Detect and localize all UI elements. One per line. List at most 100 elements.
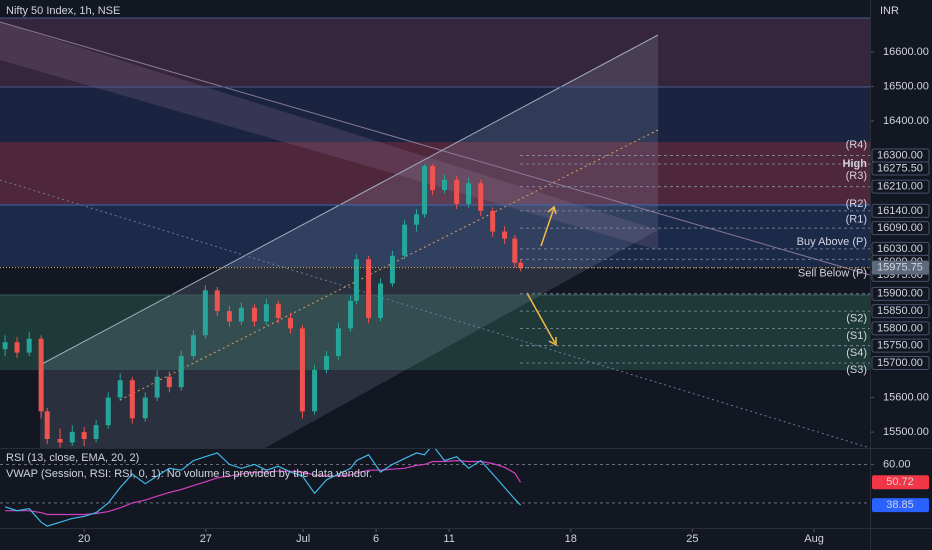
candle-body [226,311,232,322]
arrow-down [526,292,556,344]
candle-body [57,439,63,443]
price-tag-label: 15750.00 [877,340,923,352]
candle-body [166,376,172,388]
arrow-up [540,207,555,247]
candle-body [323,356,329,370]
zone [0,87,870,142]
last-price-label: 15975.75 [877,262,923,274]
candle-body [93,425,99,440]
level-name: (S2) [846,313,867,325]
candle-body [490,210,496,232]
candle-body [117,380,123,398]
price-tag [871,286,930,301]
candle-body [518,262,524,268]
candle-body [275,304,281,319]
trend-line [0,179,870,448]
level-name: High [843,158,868,170]
level-name: Sell Below (P) [798,268,867,280]
price-tag [871,203,930,218]
candle-body [44,411,50,440]
candle-body [353,259,359,301]
level-name: (S3) [846,364,867,376]
candle-body [348,300,354,329]
candle-body [512,238,518,263]
price-tag [871,321,930,336]
currency: INR [880,5,899,17]
candle-body [178,356,184,388]
zone [0,205,870,267]
zone [0,18,870,87]
price-pane: (R4) High(R3) (R2) (R1) Buy Above (P) Sell Be… [0,139,870,448]
price-tag [871,161,930,176]
candle-body [105,397,111,426]
candle-body [502,231,508,239]
candle-body [69,432,75,443]
rsi-tag-label: 38.85 [886,499,914,511]
arrow-head [548,337,557,347]
zone [0,295,870,370]
candle-body [441,179,447,191]
price-tag [871,355,930,370]
candle-body [422,165,428,215]
axes: 16600.00 16500.00 16400.00 15600.00 15500.00… [78,46,930,545]
last-price-tag [872,260,929,275]
price-tag [871,338,930,353]
channel-line [0,21,870,276]
price-tag-label: 16140.00 [877,205,923,217]
level-name: (R3) [846,170,867,182]
level-name: (R1) [846,213,867,225]
x-tick-label: 18 [565,533,577,545]
x-tick-label: Aug [804,533,824,545]
level-name: (S4) [846,347,867,359]
rsi-line [4,449,522,527]
y-tick-label: 15600.00 [883,391,929,403]
price-tag [871,304,930,319]
candle-body [389,255,395,284]
candle-body [190,335,196,357]
x-tick-label: 20 [78,533,90,545]
candle-body [26,338,32,353]
price-tag-label: 16275.50 [877,162,923,174]
y-tick-label: 16500.00 [883,80,929,92]
price-tag-label: 15900.00 [877,288,923,300]
level-name: (R2) [846,198,867,210]
candle-body [430,165,436,191]
candle-body [214,290,220,312]
y-tick-label: 16400.00 [883,115,929,127]
candle-body [251,307,257,322]
candle-body [414,214,420,225]
price-tag-label: 16210.00 [877,181,923,193]
candle-body [129,380,135,419]
channel-line [39,34,659,366]
candle-body [154,376,160,398]
candle-body [378,283,384,319]
rsi-tag [872,498,929,513]
candle-body [202,290,208,336]
y-tick-label: 16600.00 [883,46,929,58]
x-tick-label: 6 [373,533,379,545]
candle-body [312,369,318,412]
x-tick-label: Jul [296,533,310,545]
vwap-note: VWAP (Session, RSI: RSI, 0, 1): No volum… [6,468,372,480]
x-tick-label: 25 [686,533,698,545]
rsi-title: RSI (13, close, EMA, 20, 2) [6,452,139,464]
candle-body [38,338,44,412]
rsi-tick-label: 60.00 [883,458,911,470]
price-tag-label: 16030.00 [877,243,923,255]
y-tick-label: 15500.00 [883,426,929,438]
drawings [0,17,870,448]
price-tag-label: 16090.00 [877,222,923,234]
x-tick-label: 27 [200,533,212,545]
candle-body [2,342,8,350]
candle-body [478,183,484,211]
candle-body [238,307,244,322]
candle-body [299,328,305,412]
candle-body [287,318,293,329]
price-tag-label: 16300.00 [877,149,923,161]
price-tag [871,221,930,236]
price-tag [871,179,930,194]
x-tick-label: 11 [443,533,454,545]
price-tag-label: 15800.00 [877,322,923,334]
rsi_ema-tag-label: 50.72 [886,476,914,488]
